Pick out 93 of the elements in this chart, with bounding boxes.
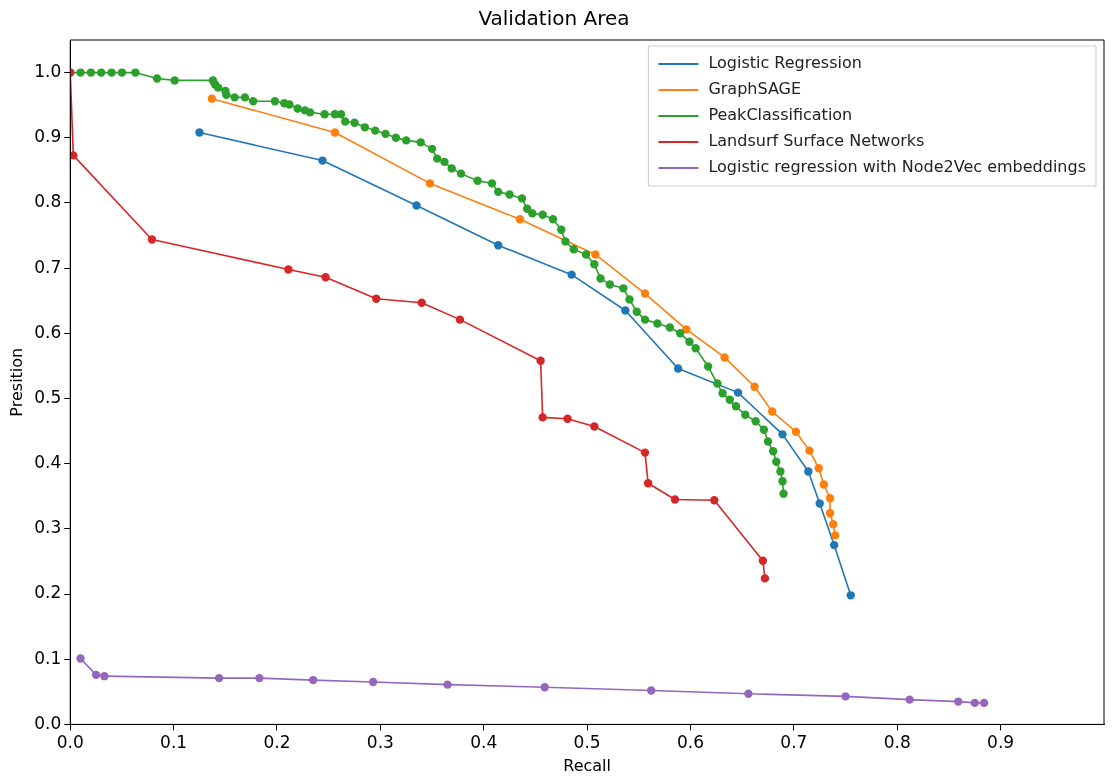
point: [805, 446, 814, 455]
point: [536, 356, 545, 365]
x-axis-title: Recall: [563, 755, 611, 775]
point: [91, 670, 101, 680]
point: [100, 671, 109, 681]
point: [778, 430, 787, 439]
y-tick-label: 0.7: [34, 256, 62, 277]
point: [195, 128, 204, 137]
x-tick-label: 0.9: [987, 732, 1015, 753]
point: [308, 675, 318, 685]
chart-title: Validation Area: [478, 6, 630, 31]
point: [767, 407, 777, 416]
x-tick-label: 0.5: [573, 732, 601, 753]
point: [814, 464, 823, 473]
point: [733, 388, 743, 397]
point: [979, 698, 989, 708]
point: [567, 270, 576, 279]
point: [970, 698, 979, 708]
point: [590, 422, 599, 431]
x-tick-label: 0.6: [676, 732, 705, 753]
point: [750, 382, 759, 391]
point: [825, 494, 835, 503]
x-tick-label: 0.4: [470, 732, 498, 753]
point: [368, 677, 378, 687]
x-tick-label: 0.8: [883, 732, 911, 753]
point: [417, 298, 426, 307]
point: [425, 179, 435, 188]
y-tick-label: 0.5: [34, 386, 62, 407]
point: [815, 499, 824, 508]
y-tick-label: 0.4: [34, 452, 62, 473]
point: [207, 94, 217, 103]
point: [640, 289, 650, 298]
point: [330, 128, 340, 137]
y-tick-label: 1.0: [34, 61, 62, 82]
legend-label: Logistic regression with Node2Vec embeddings: [708, 157, 1086, 177]
point: [640, 448, 650, 457]
y-tick-label: 0.0: [34, 712, 62, 733]
point: [255, 673, 264, 683]
y-axis-title: Presition: [6, 347, 26, 417]
legend-label: Logistic Regression: [708, 53, 862, 73]
point: [647, 686, 656, 695]
legend-label: Landsurf Surface Networks: [708, 131, 925, 151]
point: [591, 250, 600, 259]
point: [563, 414, 572, 423]
point: [841, 692, 850, 701]
point: [515, 215, 525, 224]
point: [372, 294, 381, 303]
point: [70, 151, 78, 160]
y-tick-label: 0.1: [34, 647, 62, 668]
point: [710, 495, 719, 505]
point: [412, 201, 421, 210]
point: [643, 479, 653, 488]
point: [846, 591, 855, 600]
x-tick-label: 0.3: [366, 732, 394, 753]
y-tick-label: 0.2: [34, 582, 62, 603]
point: [214, 673, 224, 683]
point: [284, 265, 293, 274]
point: [819, 480, 829, 489]
point: [954, 697, 963, 706]
x-tick-label: 0.2: [263, 732, 291, 753]
point: [682, 325, 691, 334]
legend-label: PeakClassification: [708, 105, 853, 125]
y-tick-label: 0.3: [34, 517, 62, 538]
y-tick-label: 0.8: [34, 191, 62, 212]
point: [829, 540, 839, 550]
point: [621, 306, 630, 315]
point: [905, 695, 914, 704]
x-tick-label: 0.7: [780, 732, 808, 753]
point: [673, 364, 683, 373]
point: [321, 273, 330, 282]
point: [443, 680, 452, 689]
x-tick-label: 0.1: [160, 732, 188, 753]
point: [804, 467, 813, 476]
point: [828, 520, 838, 529]
point: [76, 654, 85, 663]
legend-label: GraphSAGE: [708, 79, 802, 99]
point: [538, 413, 547, 422]
point: [318, 156, 327, 165]
y-tick-label: 0.9: [34, 126, 62, 147]
x-tick-label: 0.0: [56, 732, 84, 753]
point: [494, 241, 503, 250]
point: [540, 683, 549, 692]
y-tick-label: 0.6: [34, 321, 62, 342]
point: [455, 315, 465, 324]
point: [758, 556, 768, 565]
point: [825, 509, 835, 518]
point: [147, 235, 157, 244]
point: [760, 574, 770, 583]
point: [791, 427, 801, 436]
point: [831, 531, 840, 540]
point: [744, 689, 753, 698]
point: [720, 353, 729, 362]
point: [670, 495, 680, 504]
